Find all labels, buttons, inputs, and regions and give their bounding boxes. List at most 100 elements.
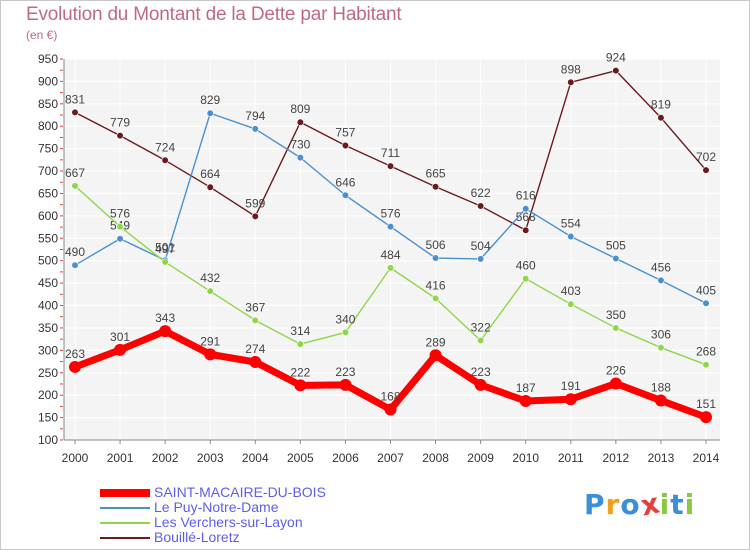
data-label: 711 xyxy=(381,146,400,160)
x-tick-label: 2004 xyxy=(242,451,269,465)
data-label: 898 xyxy=(561,62,581,76)
x-tick-label: 2005 xyxy=(287,451,314,465)
logo-letter: i xyxy=(659,488,671,521)
legend-swatch xyxy=(100,506,150,509)
data-label: 831 xyxy=(65,92,85,106)
data-label: 490 xyxy=(65,245,85,259)
data-label: 223 xyxy=(335,365,355,379)
data-point xyxy=(612,324,620,332)
data-point xyxy=(341,191,350,199)
data-point xyxy=(429,349,442,362)
data-label: 168 xyxy=(380,390,400,404)
logo-letter: r xyxy=(605,488,621,521)
data-point xyxy=(657,344,665,352)
data-point xyxy=(296,340,304,348)
data-label: 343 xyxy=(155,311,175,325)
data-point xyxy=(339,378,352,391)
data-point xyxy=(609,377,622,390)
data-label: 576 xyxy=(380,207,400,221)
x-tick-label: 2010 xyxy=(512,451,539,465)
data-label: 226 xyxy=(606,364,626,378)
data-point xyxy=(612,254,620,263)
data-point xyxy=(567,78,575,86)
data-point xyxy=(700,411,712,424)
data-label: 757 xyxy=(335,126,355,140)
data-label: 263 xyxy=(65,347,85,361)
legend-item: SAINT-MACAIRE-DU-BOIS xyxy=(100,485,326,500)
y-tick-label: 250 xyxy=(38,366,58,380)
data-label: 576 xyxy=(110,207,130,221)
x-tick-label: 2014 xyxy=(693,451,720,465)
data-label: 730 xyxy=(290,138,310,152)
data-label: 794 xyxy=(245,109,265,123)
legend-label: Les Verchers-sur-Layon xyxy=(154,514,303,530)
data-point xyxy=(567,232,575,241)
data-point xyxy=(206,287,214,295)
legend-item: Les Verchers-sur-Layon xyxy=(100,515,326,530)
y-tick-label: 300 xyxy=(38,343,58,357)
chart-unit-label: (en €) xyxy=(26,28,58,42)
data-label: 819 xyxy=(651,98,671,112)
x-tick-label: 2011 xyxy=(558,451,584,465)
data-point xyxy=(71,108,79,116)
y-tick-label: 800 xyxy=(38,119,58,133)
data-point xyxy=(249,356,262,369)
data-label: 322 xyxy=(471,320,491,334)
data-label: 506 xyxy=(426,238,446,252)
data-point xyxy=(296,154,304,162)
legend-swatch xyxy=(100,536,150,539)
data-point xyxy=(386,264,395,272)
data-point xyxy=(206,109,214,117)
data-point xyxy=(116,235,124,243)
data-label: 416 xyxy=(426,278,446,292)
data-point xyxy=(522,275,530,283)
data-point xyxy=(71,182,79,190)
y-tick-label: 600 xyxy=(38,209,58,223)
data-label: 779 xyxy=(110,116,130,130)
x-tick-label: 2009 xyxy=(467,451,494,465)
data-label: 187 xyxy=(516,381,536,395)
data-label: 223 xyxy=(471,365,491,379)
data-point xyxy=(204,348,217,361)
data-point xyxy=(657,114,665,122)
data-point xyxy=(341,328,350,337)
data-label: 403 xyxy=(561,284,581,298)
data-point xyxy=(431,254,440,262)
legend-item: Le Puy-Notre-Dame xyxy=(100,500,326,515)
data-label: 151 xyxy=(696,397,716,411)
chart-legend: SAINT-MACAIRE-DU-BOIS Le Puy-Notre-Dame Le… xyxy=(100,485,326,545)
data-point xyxy=(431,294,440,302)
x-tick-label: 2013 xyxy=(648,451,675,465)
data-point xyxy=(69,360,81,373)
data-label: 809 xyxy=(290,102,310,116)
data-point xyxy=(474,378,487,391)
data-label: 646 xyxy=(335,175,355,189)
data-label: 599 xyxy=(245,196,265,210)
data-point xyxy=(251,125,259,133)
data-point xyxy=(251,316,259,324)
line-chart: 100 150 200 250 300 350 400 450 500 550 600 650 700 7… xyxy=(38,51,720,465)
data-label: 301 xyxy=(110,330,130,344)
data-label: 505 xyxy=(606,238,626,252)
data-point xyxy=(251,212,259,220)
y-tick-label: 150 xyxy=(38,411,58,425)
data-point xyxy=(386,223,395,231)
data-point xyxy=(116,132,124,140)
logo-letter: t xyxy=(670,488,685,521)
y-tick-label: 400 xyxy=(38,299,58,313)
data-point xyxy=(612,67,620,75)
data-point xyxy=(116,223,124,231)
data-label: 665 xyxy=(426,167,446,181)
logo-letter: P xyxy=(584,488,606,521)
x-tick-label: 2012 xyxy=(603,451,630,465)
y-tick-label: 100 xyxy=(38,433,58,447)
data-label: 460 xyxy=(516,259,536,273)
proxiti-logo: Proxiti xyxy=(584,486,695,522)
data-point xyxy=(161,258,169,266)
y-tick-label: 700 xyxy=(38,164,58,178)
data-label: 702 xyxy=(696,150,716,164)
data-label: 432 xyxy=(200,271,220,285)
y-tick-label: 950 xyxy=(38,52,58,66)
data-point xyxy=(519,395,532,408)
data-label: 501 xyxy=(155,240,175,254)
